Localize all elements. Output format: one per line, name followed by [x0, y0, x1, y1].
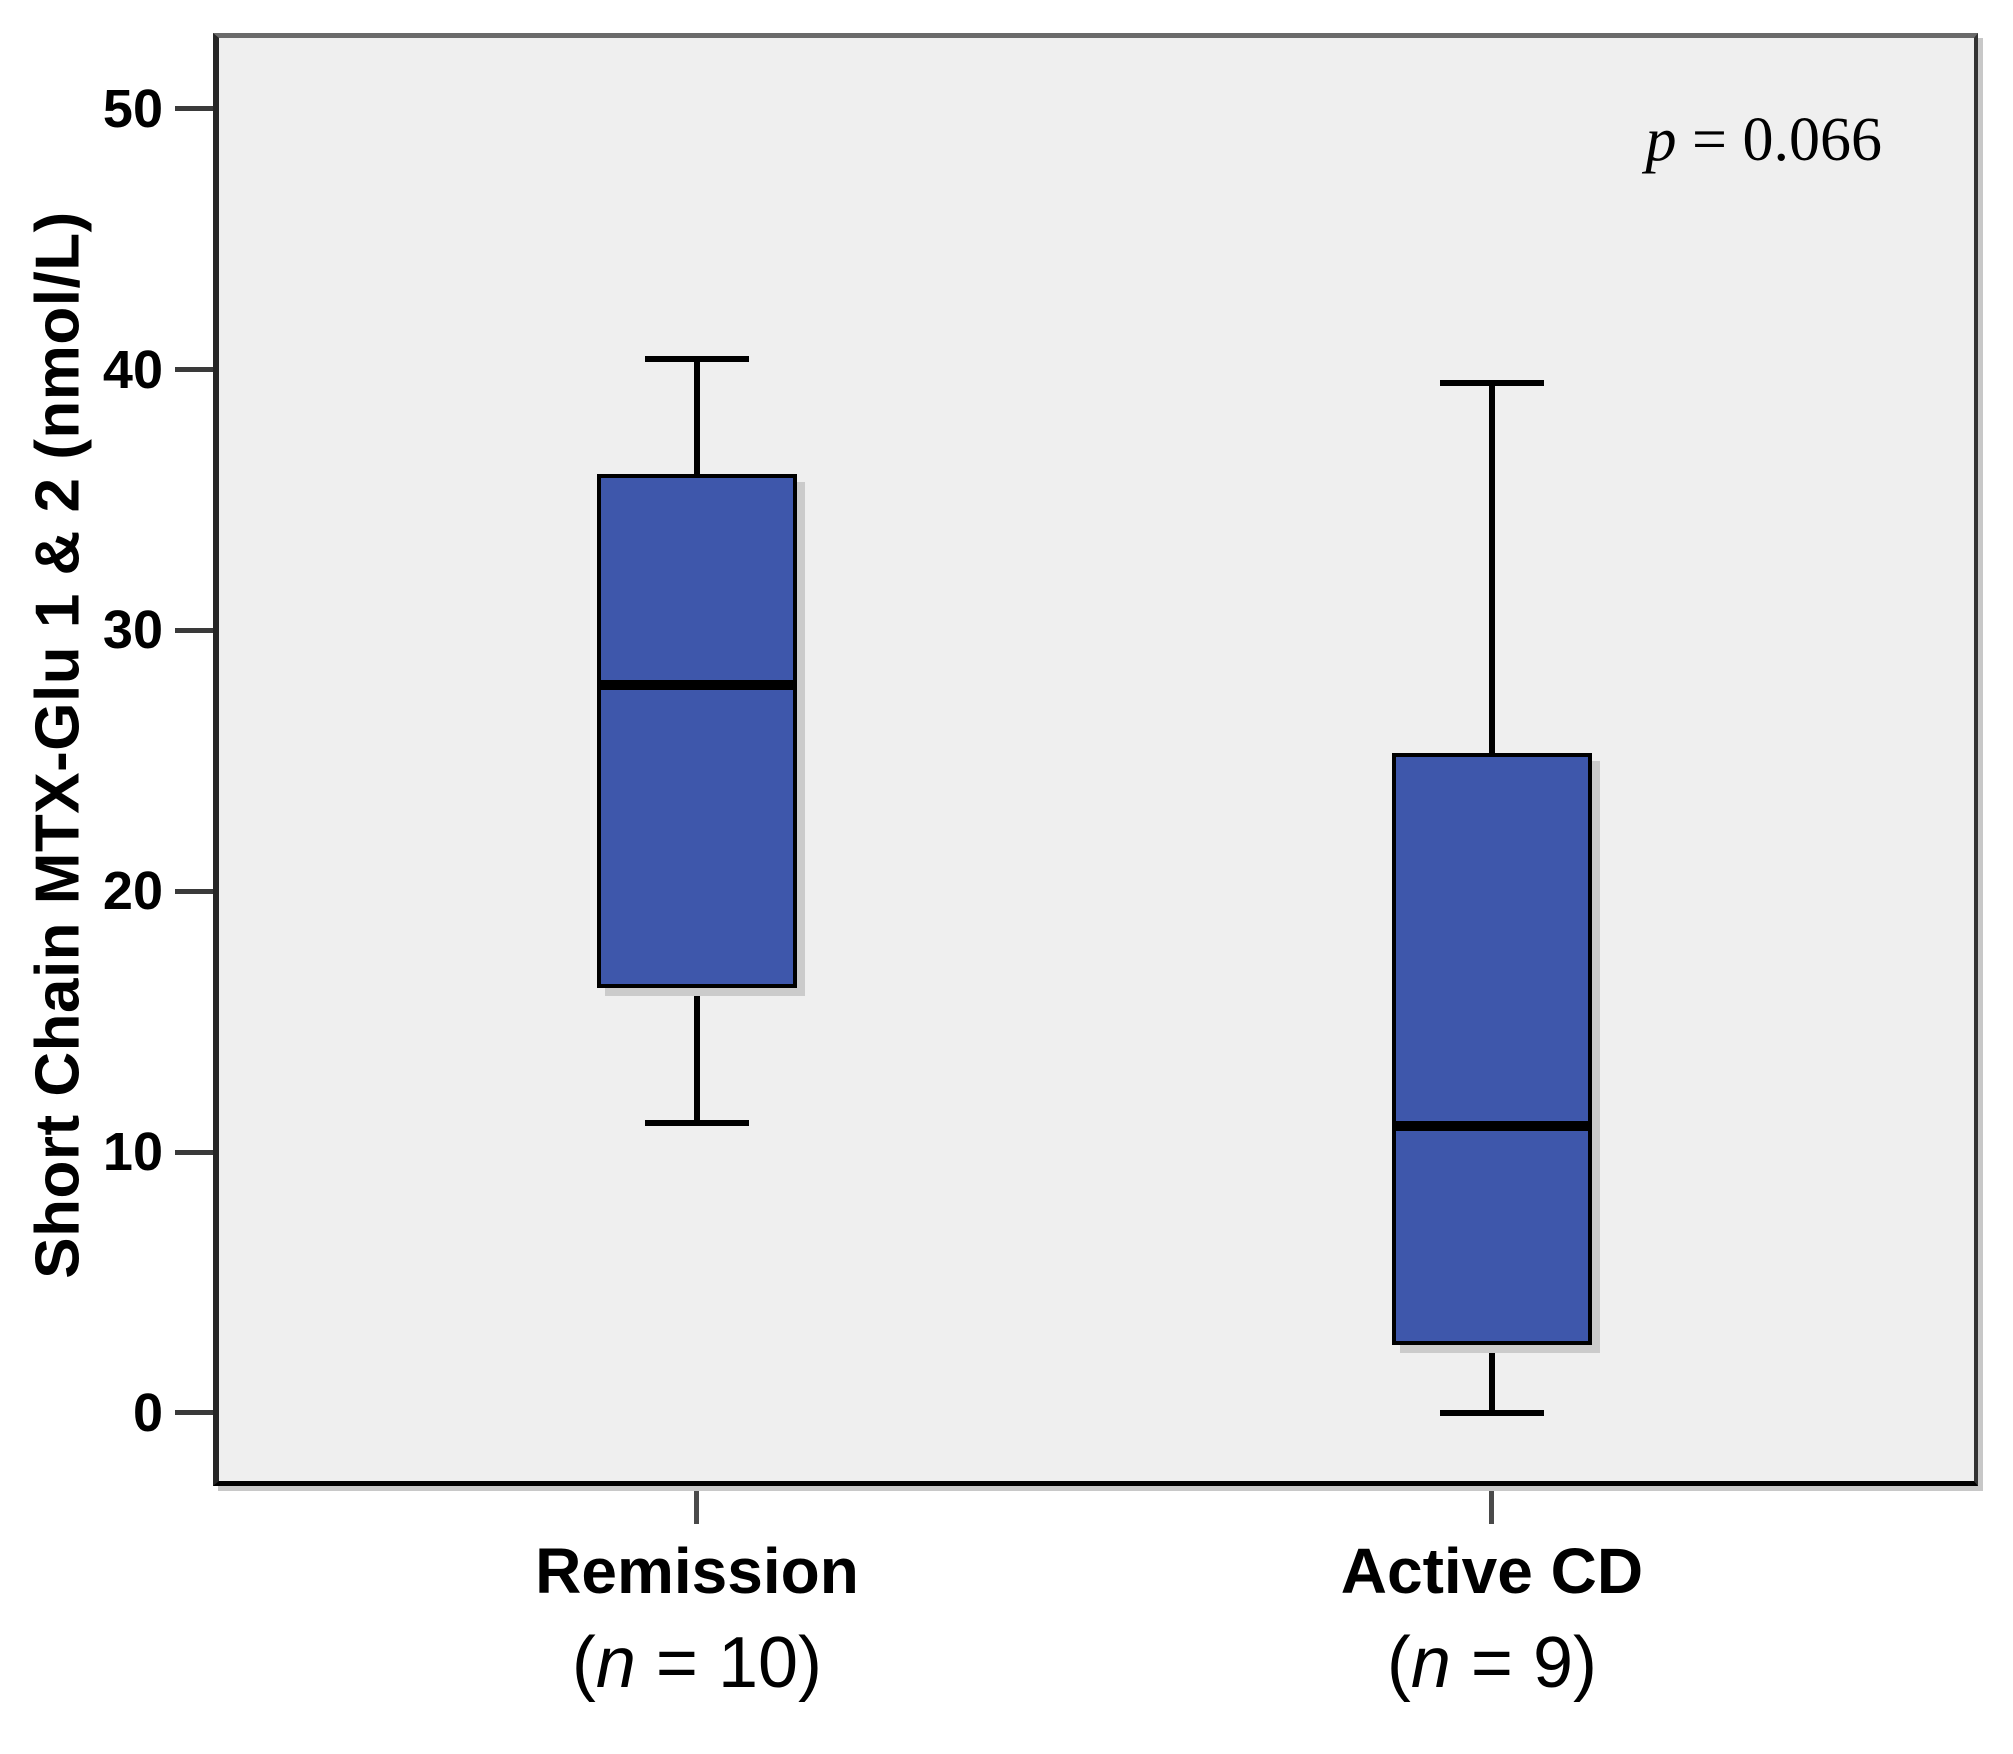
y-tick-label-0: 0: [132, 1382, 163, 1443]
y-tick-label-20: 20: [102, 861, 163, 922]
p-value-text: = 0.066: [1676, 106, 1882, 174]
y-tick-mark-20: [175, 888, 213, 894]
median-line-active-cd: [1391, 1121, 1592, 1131]
category-label-remission: Remission: [535, 1535, 859, 1607]
lower-whisker-cap-active-cd: [1439, 1409, 1544, 1416]
y-tick-label-50: 50: [102, 78, 163, 139]
sample-size-text: n: [595, 1623, 636, 1703]
upper-whisker-remission: [693, 359, 700, 474]
sample-size-text: (: [1386, 1623, 1411, 1703]
y-tick-mark-30: [175, 627, 213, 633]
lower-whisker-active-cd: [1488, 1345, 1495, 1413]
sample-size-label-active-cd: (n = 9): [1387, 1622, 1597, 1704]
sample-size-text: = 9): [1450, 1623, 1597, 1703]
plot-area: p = 0.066: [213, 33, 1978, 1486]
y-tick-mark-10: [175, 1149, 213, 1155]
p-value-annotation: p = 0.066: [1646, 105, 1882, 176]
x-tick-mark-active-cd: [1489, 1486, 1495, 1524]
category-label-active-cd: Active CD: [1340, 1535, 1644, 1607]
lower-whisker-remission: [693, 987, 700, 1124]
upper-whisker-active-cd: [1488, 382, 1495, 753]
sample-size-text: = 10): [635, 1623, 823, 1703]
p-value-symbol: p: [1645, 106, 1677, 174]
box-remission: [596, 473, 797, 988]
y-tick-label-30: 30: [102, 600, 163, 661]
upper-whisker-cap-remission: [644, 356, 749, 363]
lower-whisker-cap-remission: [644, 1120, 749, 1127]
y-tick-label-10: 10: [102, 1122, 163, 1183]
y-tick-mark-50: [175, 106, 213, 112]
y-tick-mark-0: [175, 1410, 213, 1416]
box-active-cd: [1391, 752, 1592, 1346]
upper-whisker-cap-active-cd: [1439, 379, 1544, 386]
sample-size-text: (: [571, 1623, 596, 1703]
sample-size-text: n: [1410, 1623, 1451, 1703]
y-tick-label-40: 40: [102, 339, 163, 400]
median-line-remission: [596, 680, 797, 691]
x-tick-mark-remission: [694, 1486, 700, 1524]
sample-size-label-remission: (n = 10): [572, 1622, 822, 1704]
y-tick-mark-40: [175, 367, 213, 372]
